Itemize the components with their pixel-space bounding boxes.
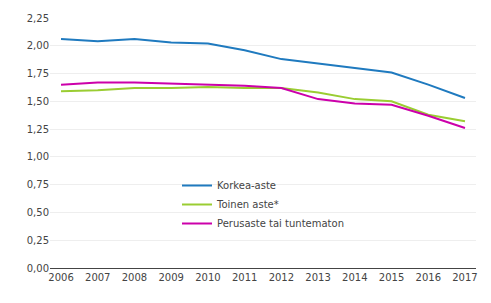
svg-text:2012: 2012 [269, 272, 294, 283]
svg-text:0,25: 0,25 [27, 235, 49, 246]
svg-text:2008: 2008 [122, 272, 147, 283]
svg-text:2017: 2017 [452, 272, 477, 283]
svg-text:2014: 2014 [342, 272, 367, 283]
svg-text:Toinen aste*: Toinen aste* [216, 199, 279, 210]
svg-text:2007: 2007 [85, 272, 110, 283]
svg-text:2009: 2009 [158, 272, 183, 283]
svg-text:1,75: 1,75 [27, 68, 49, 79]
svg-text:2015: 2015 [379, 272, 404, 283]
svg-text:Korkea-aste: Korkea-aste [217, 180, 276, 191]
svg-text:1,00: 1,00 [27, 151, 49, 162]
svg-text:0,50: 0,50 [27, 207, 49, 218]
svg-text:Perusaste tai tuntematon: Perusaste tai tuntematon [217, 218, 344, 229]
svg-text:0,75: 0,75 [27, 179, 49, 190]
svg-text:2010: 2010 [195, 272, 220, 283]
svg-text:2016: 2016 [416, 272, 441, 283]
svg-text:2,00: 2,00 [27, 40, 49, 51]
svg-text:1,25: 1,25 [27, 124, 49, 135]
svg-text:2013: 2013 [305, 272, 330, 283]
svg-text:2,25: 2,25 [27, 13, 49, 24]
svg-text:0,00: 0,00 [27, 263, 49, 274]
svg-text:2011: 2011 [232, 272, 257, 283]
svg-text:1,50: 1,50 [27, 96, 49, 107]
svg-text:2006: 2006 [48, 272, 73, 283]
